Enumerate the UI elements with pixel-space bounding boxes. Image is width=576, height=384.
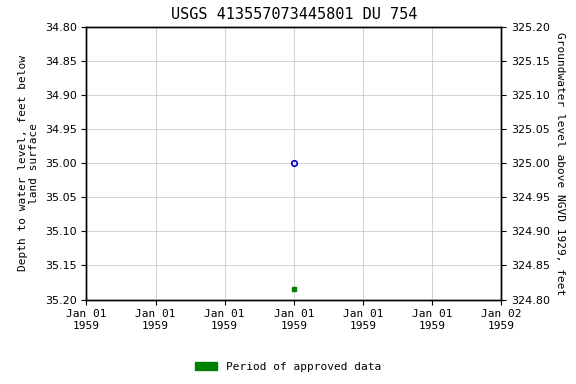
Title: USGS 413557073445801 DU 754: USGS 413557073445801 DU 754: [170, 7, 417, 22]
Legend: Period of approved data: Period of approved data: [191, 358, 385, 377]
Y-axis label: Depth to water level, feet below
land surface: Depth to water level, feet below land su…: [18, 55, 39, 271]
Y-axis label: Groundwater level above NGVD 1929, feet: Groundwater level above NGVD 1929, feet: [555, 31, 566, 295]
